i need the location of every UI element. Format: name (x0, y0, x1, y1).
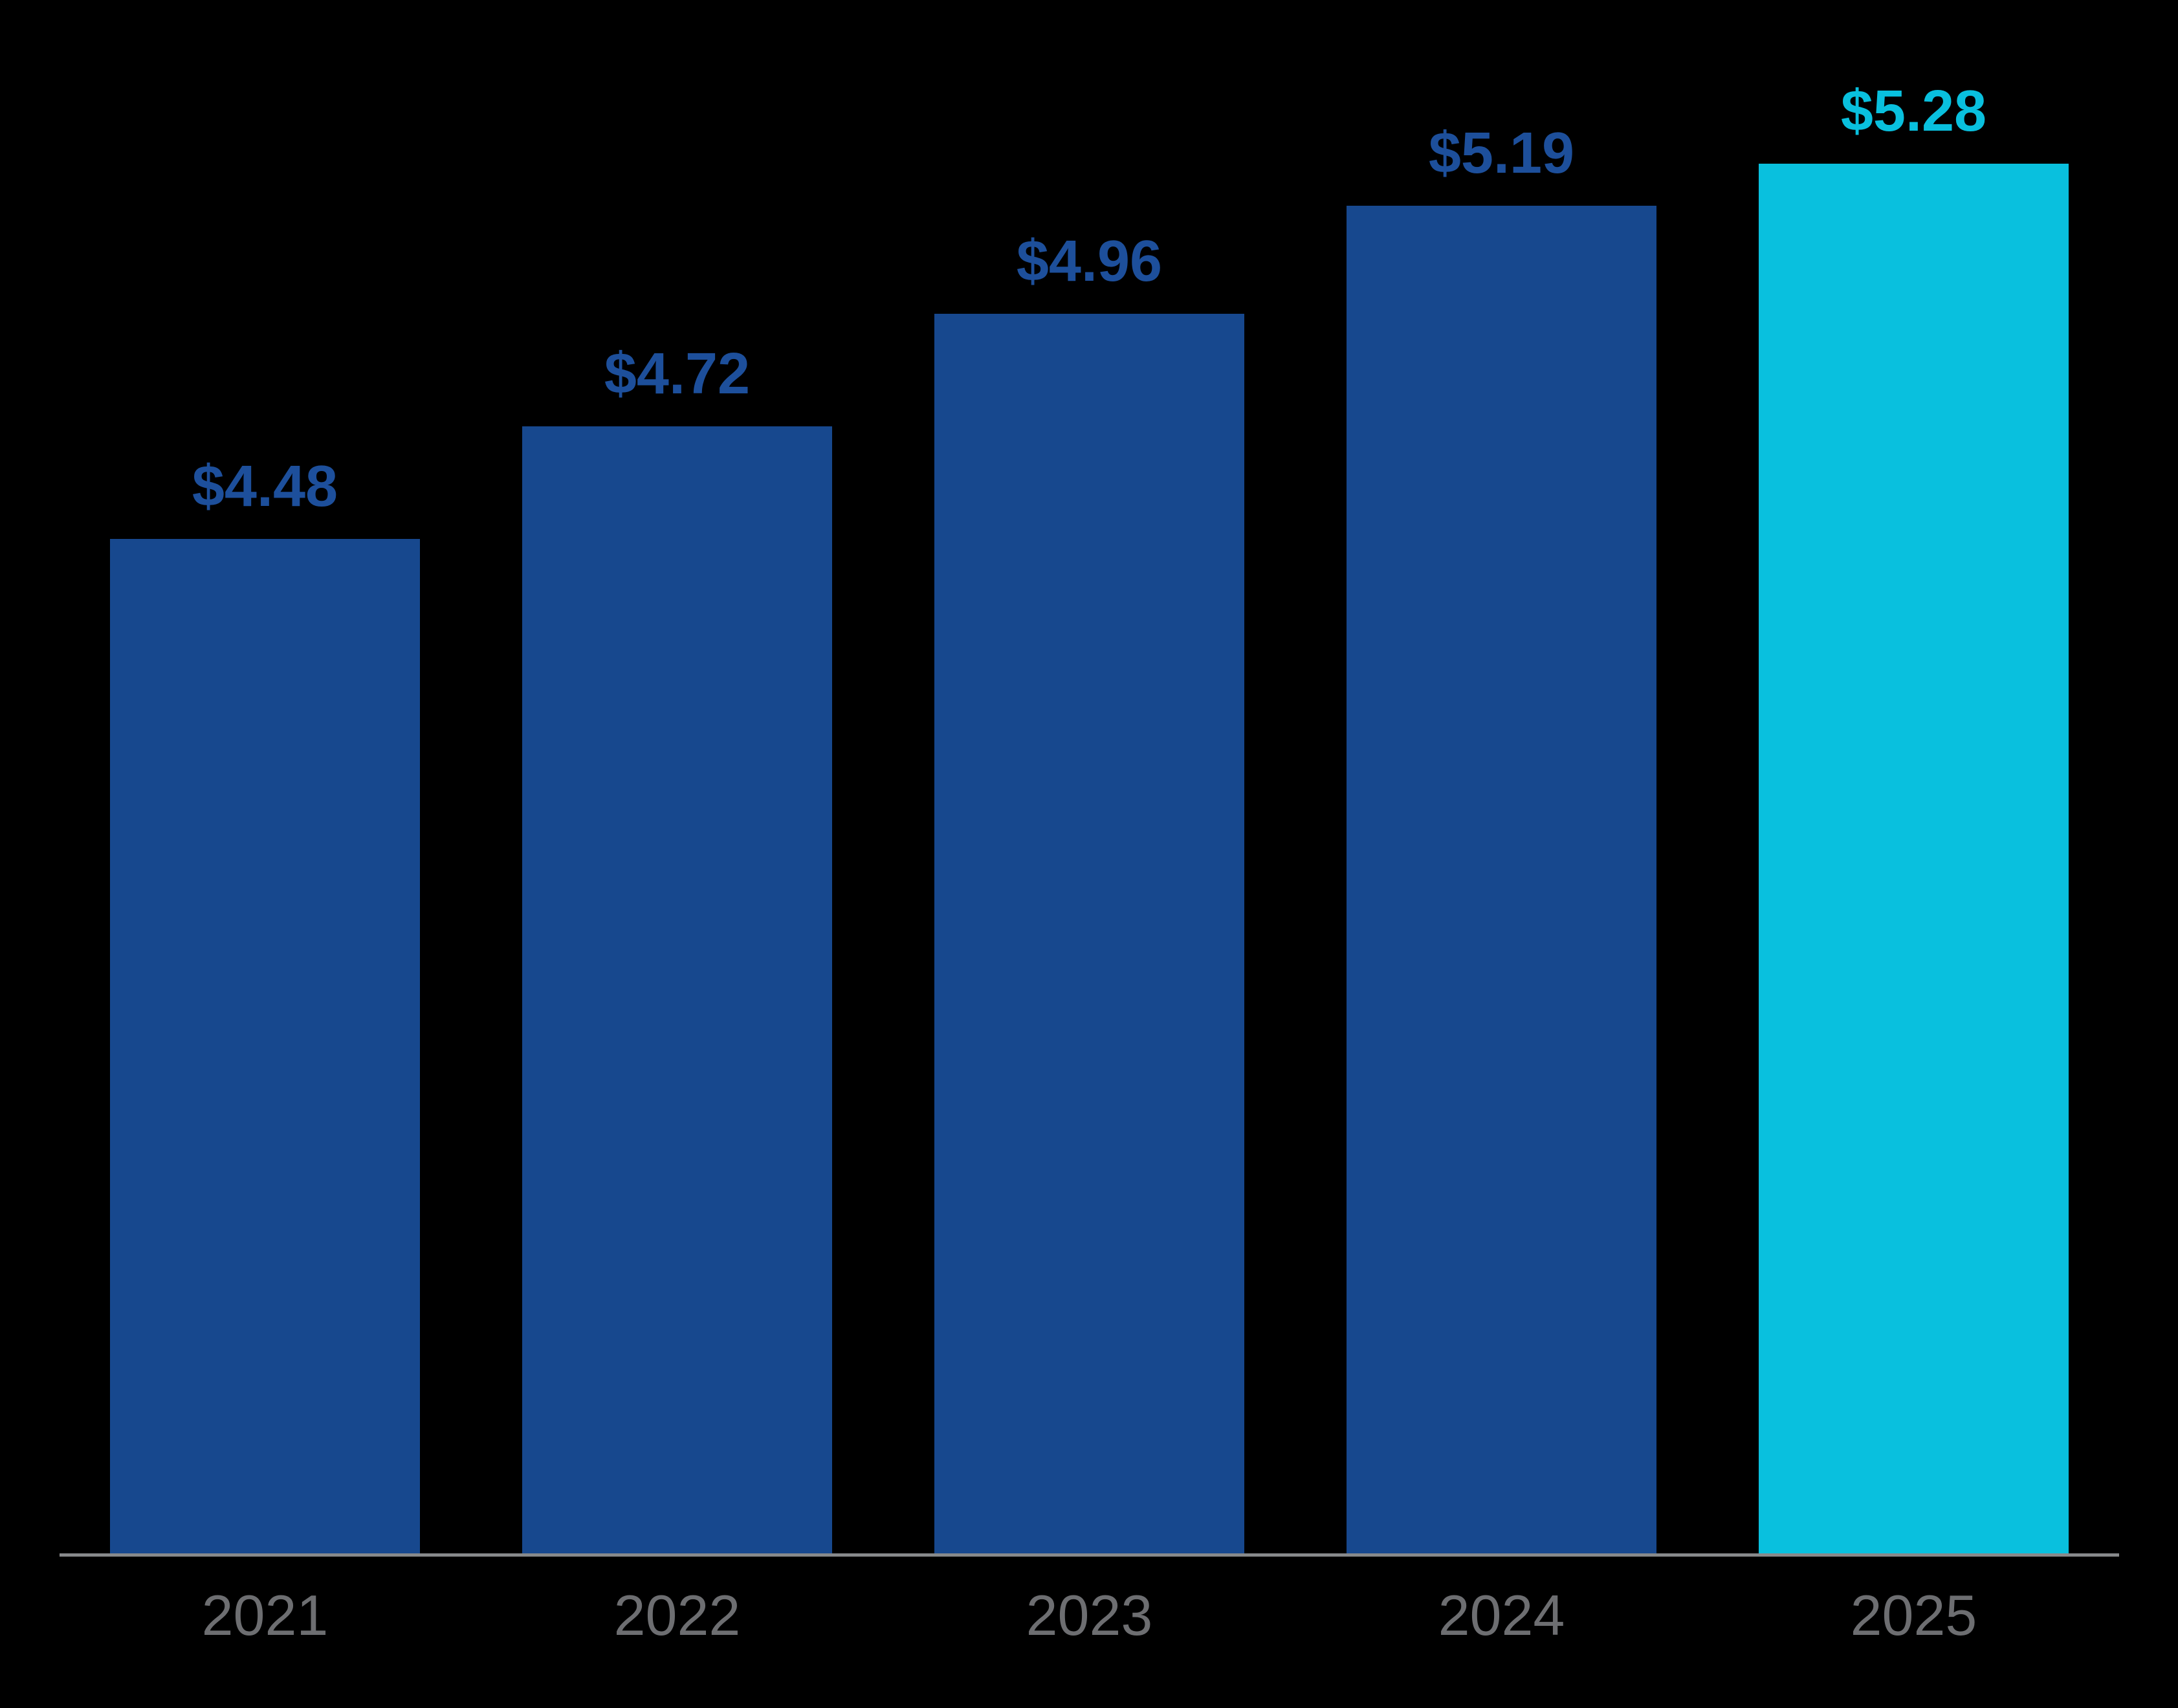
bar-2024 (1347, 206, 1656, 1553)
bar-group-2022: $4.72 2022 (522, 0, 832, 1708)
value-label-2022: $4.72 (604, 342, 751, 406)
bar-2023 (934, 314, 1244, 1553)
x-tick-label-2024: 2024 (1438, 1583, 1565, 1647)
x-axis-line (60, 1553, 2119, 1557)
bar-2021 (110, 539, 420, 1553)
bar-group-2025-highlighted: $5.28 2025 (1759, 0, 2069, 1708)
x-tick-label-2022: 2022 (613, 1583, 741, 1647)
bar-group-2021: $4.48 2021 (110, 0, 420, 1708)
bar-group-2024: $5.19 2024 (1347, 0, 1656, 1708)
x-tick-label-2023: 2023 (1026, 1583, 1153, 1647)
value-label-2023: $4.96 (1016, 229, 1163, 294)
value-label-2024: $5.19 (1428, 121, 1575, 186)
x-tick-label-2021: 2021 (201, 1583, 329, 1647)
bar-2022 (522, 426, 832, 1553)
bar-2025 (1759, 164, 2069, 1553)
x-tick-label-2025: 2025 (1850, 1583, 1977, 1647)
value-label-2025: $5.28 (1840, 79, 1987, 144)
bar-group-2023: $4.96 2023 (934, 0, 1244, 1708)
value-label-2021: $4.48 (192, 454, 338, 519)
